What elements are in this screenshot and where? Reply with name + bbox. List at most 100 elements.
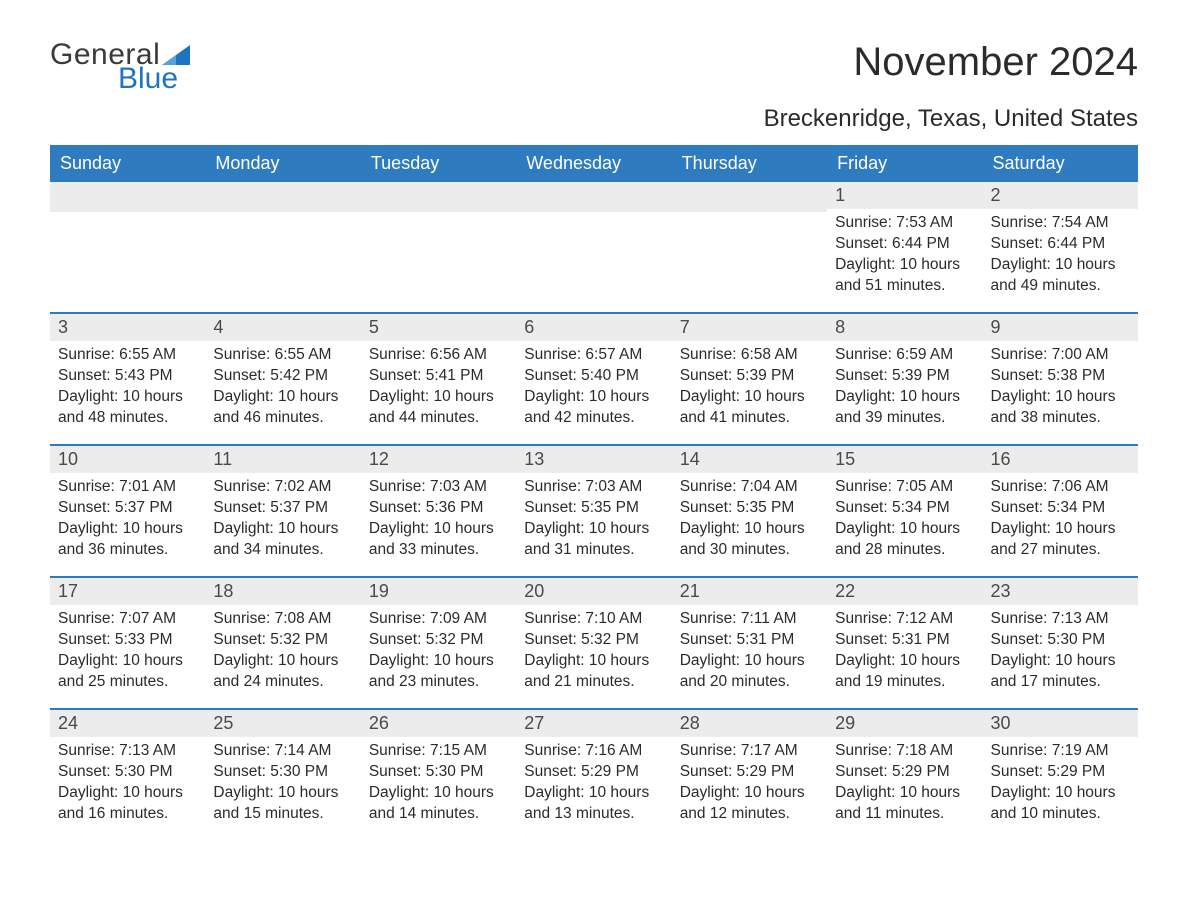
calendar-day — [672, 182, 827, 312]
page-title: November 2024 — [764, 40, 1138, 85]
daylight-label: Daylight: 10 hours and 49 minutes. — [991, 255, 1130, 297]
logo-word2: Blue — [118, 64, 178, 94]
day-body: Sunrise: 7:08 AMSunset: 5:32 PMDaylight:… — [205, 605, 360, 705]
calendar-day: 2Sunrise: 7:54 AMSunset: 6:44 PMDaylight… — [983, 182, 1138, 312]
sunset-label: Sunset: 5:37 PM — [58, 498, 197, 519]
daylight-label: Daylight: 10 hours and 21 minutes. — [524, 651, 663, 693]
day-body: Sunrise: 7:11 AMSunset: 5:31 PMDaylight:… — [672, 605, 827, 705]
calendar-day: 9Sunrise: 7:00 AMSunset: 5:38 PMDaylight… — [983, 314, 1138, 444]
calendar-day — [50, 182, 205, 312]
day-number: 22 — [827, 578, 982, 605]
day-number — [50, 182, 205, 212]
sunset-label: Sunset: 5:29 PM — [524, 762, 663, 783]
sunrise-label: Sunrise: 7:06 AM — [991, 477, 1130, 498]
daylight-label: Daylight: 10 hours and 48 minutes. — [58, 387, 197, 429]
day-body: Sunrise: 7:00 AMSunset: 5:38 PMDaylight:… — [983, 341, 1138, 441]
sunrise-label: Sunrise: 6:59 AM — [835, 345, 974, 366]
daylight-label: Daylight: 10 hours and 11 minutes. — [835, 783, 974, 825]
sunrise-label: Sunrise: 7:12 AM — [835, 609, 974, 630]
sunrise-label: Sunrise: 6:56 AM — [369, 345, 508, 366]
day-number: 1 — [827, 182, 982, 209]
sunrise-label: Sunrise: 7:08 AM — [213, 609, 352, 630]
sunset-label: Sunset: 6:44 PM — [835, 234, 974, 255]
calendar-day: 12Sunrise: 7:03 AMSunset: 5:36 PMDayligh… — [361, 446, 516, 576]
day-number: 19 — [361, 578, 516, 605]
day-body: Sunrise: 7:07 AMSunset: 5:33 PMDaylight:… — [50, 605, 205, 705]
sunset-label: Sunset: 5:38 PM — [991, 366, 1130, 387]
day-number — [516, 182, 671, 212]
calendar-day: 16Sunrise: 7:06 AMSunset: 5:34 PMDayligh… — [983, 446, 1138, 576]
daylight-label: Daylight: 10 hours and 27 minutes. — [991, 519, 1130, 561]
calendar-day: 5Sunrise: 6:56 AMSunset: 5:41 PMDaylight… — [361, 314, 516, 444]
day-number: 18 — [205, 578, 360, 605]
day-body: Sunrise: 7:01 AMSunset: 5:37 PMDaylight:… — [50, 473, 205, 573]
sunrise-label: Sunrise: 7:07 AM — [58, 609, 197, 630]
sunset-label: Sunset: 6:44 PM — [991, 234, 1130, 255]
sunrise-label: Sunrise: 7:11 AM — [680, 609, 819, 630]
day-number: 3 — [50, 314, 205, 341]
sunrise-label: Sunrise: 7:14 AM — [213, 741, 352, 762]
day-body: Sunrise: 7:09 AMSunset: 5:32 PMDaylight:… — [361, 605, 516, 705]
calendar-day: 29Sunrise: 7:18 AMSunset: 5:29 PMDayligh… — [827, 710, 982, 840]
sunset-label: Sunset: 5:30 PM — [991, 630, 1130, 651]
sunset-label: Sunset: 5:29 PM — [680, 762, 819, 783]
day-body: Sunrise: 7:02 AMSunset: 5:37 PMDaylight:… — [205, 473, 360, 573]
day-body: Sunrise: 7:14 AMSunset: 5:30 PMDaylight:… — [205, 737, 360, 837]
sunrise-label: Sunrise: 7:03 AM — [369, 477, 508, 498]
daylight-label: Daylight: 10 hours and 33 minutes. — [369, 519, 508, 561]
daylight-label: Daylight: 10 hours and 19 minutes. — [835, 651, 974, 693]
day-number: 13 — [516, 446, 671, 473]
day-body: Sunrise: 6:59 AMSunset: 5:39 PMDaylight:… — [827, 341, 982, 441]
sunrise-label: Sunrise: 7:13 AM — [991, 609, 1130, 630]
weeks-container: 1Sunrise: 7:53 AMSunset: 6:44 PMDaylight… — [50, 182, 1138, 840]
calendar-day: 30Sunrise: 7:19 AMSunset: 5:29 PMDayligh… — [983, 710, 1138, 840]
day-body: Sunrise: 7:10 AMSunset: 5:32 PMDaylight:… — [516, 605, 671, 705]
day-body: Sunrise: 6:56 AMSunset: 5:41 PMDaylight:… — [361, 341, 516, 441]
daylight-label: Daylight: 10 hours and 36 minutes. — [58, 519, 197, 561]
sunset-label: Sunset: 5:39 PM — [680, 366, 819, 387]
calendar-week: 24Sunrise: 7:13 AMSunset: 5:30 PMDayligh… — [50, 708, 1138, 840]
day-body: Sunrise: 6:55 AMSunset: 5:42 PMDaylight:… — [205, 341, 360, 441]
sunset-label: Sunset: 5:32 PM — [213, 630, 352, 651]
calendar-day: 15Sunrise: 7:05 AMSunset: 5:34 PMDayligh… — [827, 446, 982, 576]
daylight-label: Daylight: 10 hours and 16 minutes. — [58, 783, 197, 825]
day-number: 29 — [827, 710, 982, 737]
day-body: Sunrise: 7:18 AMSunset: 5:29 PMDaylight:… — [827, 737, 982, 837]
day-body: Sunrise: 7:13 AMSunset: 5:30 PMDaylight:… — [983, 605, 1138, 705]
daylight-label: Daylight: 10 hours and 44 minutes. — [369, 387, 508, 429]
sunrise-label: Sunrise: 6:55 AM — [58, 345, 197, 366]
day-body: Sunrise: 6:58 AMSunset: 5:39 PMDaylight:… — [672, 341, 827, 441]
day-number: 25 — [205, 710, 360, 737]
day-number: 17 — [50, 578, 205, 605]
daylight-label: Daylight: 10 hours and 46 minutes. — [213, 387, 352, 429]
day-number: 9 — [983, 314, 1138, 341]
day-number: 12 — [361, 446, 516, 473]
sunrise-label: Sunrise: 7:09 AM — [369, 609, 508, 630]
sunrise-label: Sunrise: 7:05 AM — [835, 477, 974, 498]
calendar: Sunday Monday Tuesday Wednesday Thursday… — [50, 145, 1138, 840]
sunset-label: Sunset: 5:34 PM — [991, 498, 1130, 519]
sunset-label: Sunset: 5:30 PM — [213, 762, 352, 783]
day-body: Sunrise: 6:55 AMSunset: 5:43 PMDaylight:… — [50, 341, 205, 441]
sunset-label: Sunset: 5:30 PM — [369, 762, 508, 783]
day-number: 6 — [516, 314, 671, 341]
daylight-label: Daylight: 10 hours and 41 minutes. — [680, 387, 819, 429]
daylight-label: Daylight: 10 hours and 28 minutes. — [835, 519, 974, 561]
day-header: Thursday — [672, 145, 827, 182]
sunrise-label: Sunrise: 6:55 AM — [213, 345, 352, 366]
day-header: Wednesday — [516, 145, 671, 182]
sunrise-label: Sunrise: 7:18 AM — [835, 741, 974, 762]
day-number: 21 — [672, 578, 827, 605]
sunrise-label: Sunrise: 7:00 AM — [991, 345, 1130, 366]
day-number: 4 — [205, 314, 360, 341]
sunrise-label: Sunrise: 7:03 AM — [524, 477, 663, 498]
calendar-day — [205, 182, 360, 312]
calendar-week: 1Sunrise: 7:53 AMSunset: 6:44 PMDaylight… — [50, 182, 1138, 312]
calendar-day: 18Sunrise: 7:08 AMSunset: 5:32 PMDayligh… — [205, 578, 360, 708]
day-body: Sunrise: 7:04 AMSunset: 5:35 PMDaylight:… — [672, 473, 827, 573]
calendar-week: 3Sunrise: 6:55 AMSunset: 5:43 PMDaylight… — [50, 312, 1138, 444]
calendar-day: 6Sunrise: 6:57 AMSunset: 5:40 PMDaylight… — [516, 314, 671, 444]
calendar-day: 1Sunrise: 7:53 AMSunset: 6:44 PMDaylight… — [827, 182, 982, 312]
sunset-label: Sunset: 5:34 PM — [835, 498, 974, 519]
day-header: Monday — [205, 145, 360, 182]
